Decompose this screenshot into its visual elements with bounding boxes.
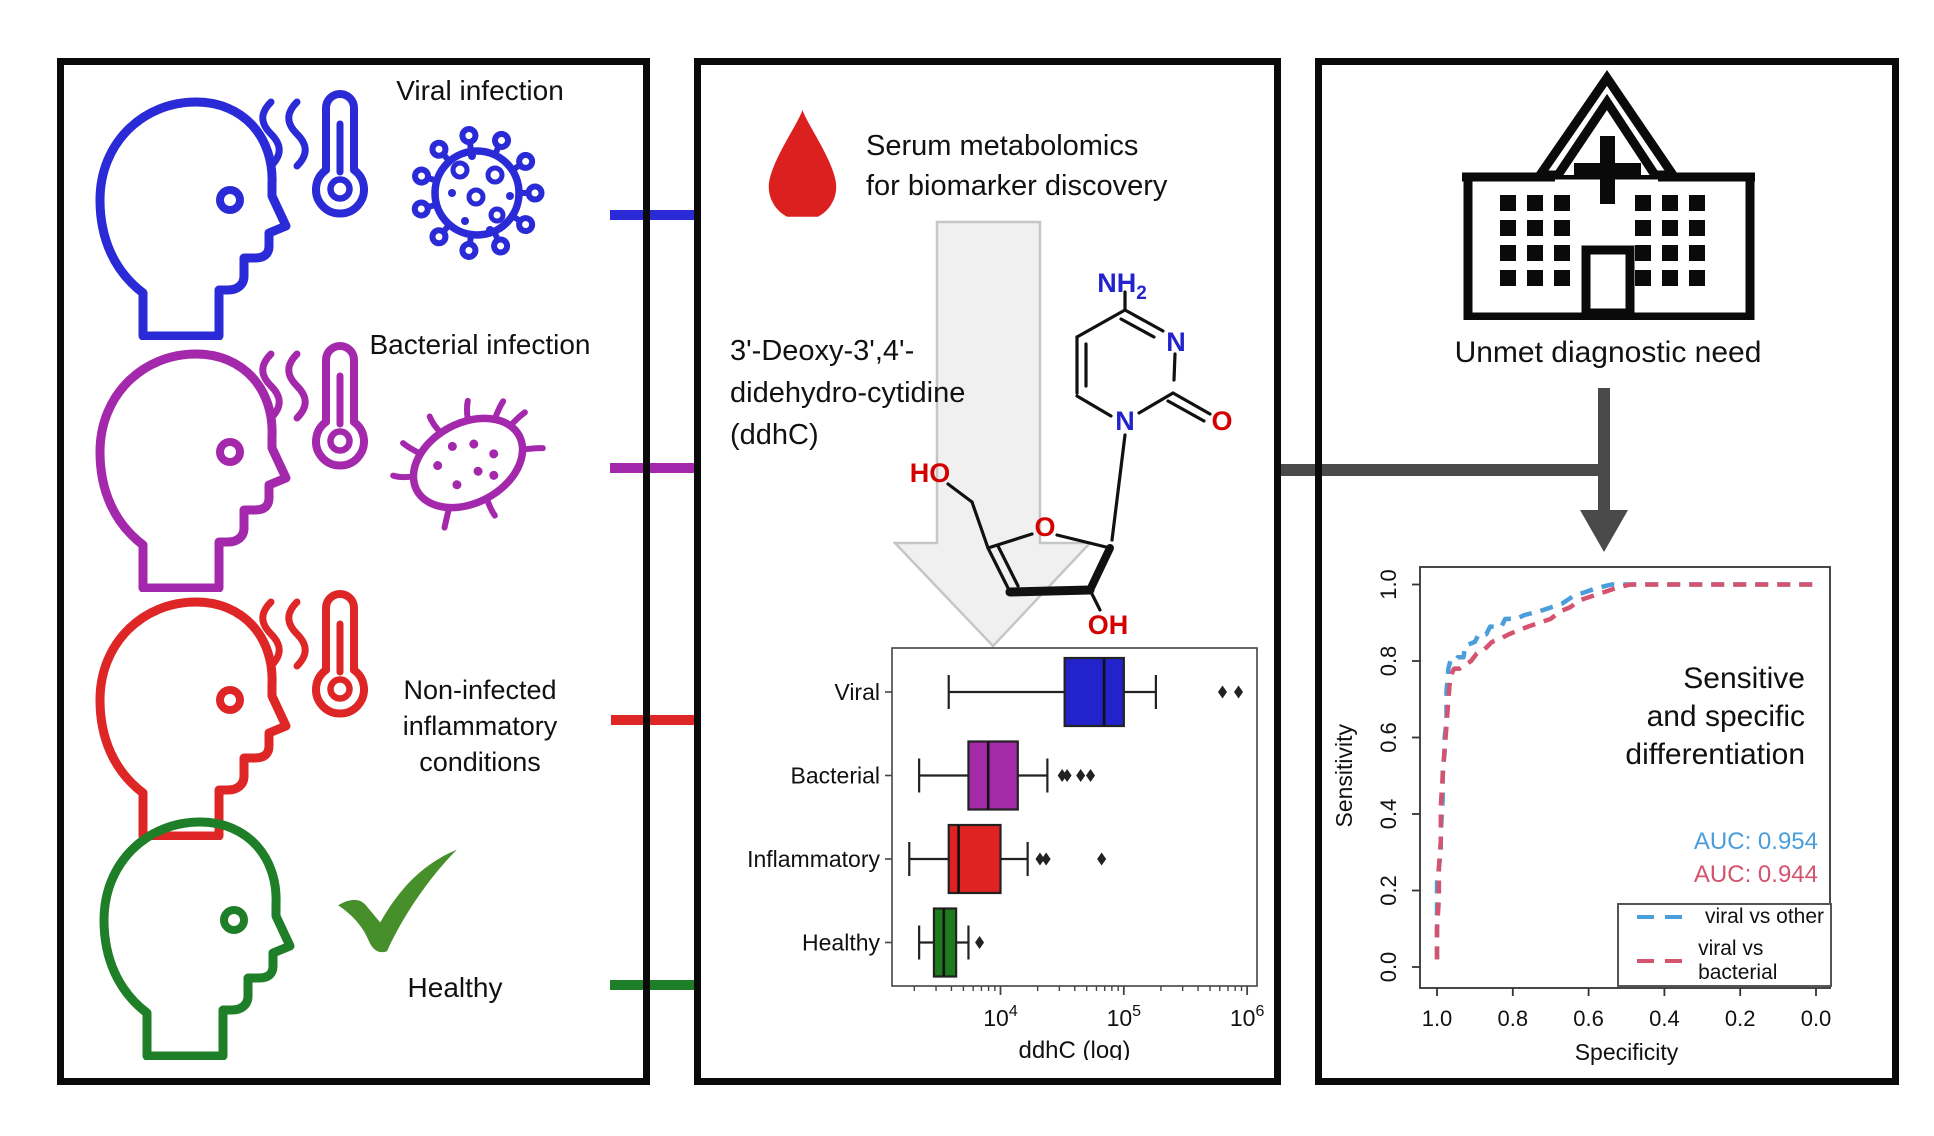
atom-ho: HO	[910, 458, 951, 488]
svg-text:0.8: 0.8	[1498, 1006, 1529, 1031]
svg-text:Bacterial: Bacterial	[791, 763, 880, 789]
inflammatory-label: Non-infected inflammatory conditions	[330, 672, 630, 780]
svg-text:0.8: 0.8	[1376, 646, 1401, 677]
legend-row-viral-vs-bacterial: viral vs bacterial	[1635, 937, 1830, 985]
legend-label: viral vs other	[1705, 905, 1825, 928]
svg-text:Sensitivity: Sensitivity	[1331, 723, 1357, 827]
hospital-icon	[1462, 70, 1755, 320]
head-icon	[100, 102, 286, 336]
svg-text:0.6: 0.6	[1376, 722, 1401, 753]
svg-text:105: 105	[1107, 1003, 1142, 1031]
svg-text:0.4: 0.4	[1649, 1006, 1680, 1031]
atom-o-carbonyl: O	[1211, 406, 1232, 436]
svg-text:NH2: NH2	[1097, 268, 1147, 304]
hospital-cross-icon	[1574, 136, 1641, 204]
bacterial-infection-label: Bacterial infection	[369, 329, 591, 360]
atom-nh2: NH	[1097, 268, 1136, 298]
auc-value-viral-vs-bacterial: AUC: 0.944	[1693, 861, 1818, 888]
legend-label: viral vs bacterial	[1698, 937, 1778, 984]
atom-o-ring: O	[1034, 512, 1055, 542]
diagnostic-panel: Unmet diagnostic need 1.0 0.8 0.6 0.4 0.2 0.0…	[1315, 58, 1899, 1085]
connector-viral	[610, 210, 695, 220]
viral-infection-label: Viral infection	[396, 75, 564, 106]
patient-groups-panel: Viral infection Bacterial infection Non-…	[57, 58, 650, 1085]
svg-text:Healthy: Healthy	[802, 930, 880, 956]
bacterium-icon	[378, 383, 558, 543]
svg-text:0.4: 0.4	[1376, 799, 1401, 830]
head-icon	[104, 822, 290, 1056]
flow-arrow-to-roc	[1277, 388, 1628, 552]
svg-text:0.2: 0.2	[1725, 1006, 1756, 1031]
head-fever-icon-bacterial	[88, 340, 368, 592]
legend-line-sample	[1637, 915, 1689, 919]
connector-healthy	[610, 980, 695, 990]
ddhc-structure: NH2 N N O O HO OH	[910, 268, 1233, 640]
result-text-line1: Sensitive	[1683, 662, 1805, 695]
connector-inflammatory	[611, 715, 696, 725]
result-text-line2: and specific	[1646, 700, 1805, 733]
auc-value-viral-vs-other: AUC: 0.954	[1693, 828, 1818, 855]
head-fever-icon-inflammatory	[88, 588, 368, 840]
hospital-windows	[1500, 195, 1705, 286]
unmet-need-label: Unmet diagnostic need	[1454, 336, 1762, 369]
healthy-label: Healthy	[407, 972, 503, 1003]
molecule-name-line2: didehydro-cytidine	[730, 377, 966, 409]
atom-oh: OH	[1088, 610, 1129, 640]
panel-title: Serum metabolomics for biomarker discove…	[866, 126, 1266, 206]
checkmark-icon	[330, 842, 465, 957]
svg-text:Inflammatory: Inflammatory	[747, 846, 880, 872]
head-fever-icon-viral	[88, 88, 368, 340]
ddhc-boxplot: 104 105 106 ddhC (log) Viral Bacterial Inflamm…	[747, 647, 1265, 1060]
panel-title-line1: Serum metabolomics	[866, 130, 1139, 162]
atom-nh2-sub: 2	[1136, 283, 1147, 304]
panel-title-line2: for biomarker discovery	[866, 170, 1168, 202]
atom-n-right: N	[1166, 327, 1186, 357]
thermometer-icon	[263, 94, 364, 213]
inflammatory-label-line2: inflammatory	[402, 711, 558, 741]
svg-text:1.0: 1.0	[1422, 1006, 1453, 1031]
roc-legend: viral vs other viral vs bacterial	[1617, 903, 1832, 987]
biomarker-discovery-panel: Serum metabolomics for biomarker discove…	[694, 58, 1281, 1085]
molecule-name-line3: (ddhC)	[730, 419, 819, 451]
head-icon	[100, 602, 286, 836]
result-text-line3: differentiation	[1625, 738, 1805, 771]
svg-text:0.6: 0.6	[1573, 1006, 1604, 1031]
result-text: Sensitive and specific differentiation	[1530, 660, 1805, 774]
molecule-name: 3'-Deoxy-3',4'- didehydro-cytidine (ddhC…	[730, 330, 1040, 456]
svg-text:0.0: 0.0	[1801, 1006, 1832, 1031]
molecule-name-line1: 3'-Deoxy-3',4'-	[730, 335, 915, 367]
atom-n-bottom: N	[1115, 406, 1135, 436]
svg-text:Viral: Viral	[834, 679, 880, 705]
inflammatory-label-line3: conditions	[419, 747, 541, 777]
legend-row-viral-vs-other: viral vs other	[1635, 905, 1830, 929]
inflammatory-label-line1: Non-infected	[403, 675, 557, 705]
svg-text:1.0: 1.0	[1376, 569, 1401, 600]
blood-drop-icon	[765, 103, 840, 218]
connector-bacterial	[610, 463, 695, 473]
roc-plot: 1.0 0.8 0.6 0.4 0.2 0.0 0.0 0.2 0.4 0.6 0.8 1.0 Spec…	[1331, 566, 1832, 1065]
virus-icon	[402, 118, 552, 268]
svg-text:ddhC (log): ddhC (log)	[1018, 1037, 1130, 1060]
svg-text:106: 106	[1230, 1003, 1265, 1031]
svg-text:104: 104	[983, 1003, 1018, 1031]
svg-text:0.2: 0.2	[1376, 875, 1401, 906]
svg-text:0.0: 0.0	[1376, 952, 1401, 983]
thermometer-icon	[263, 346, 364, 465]
svg-text:Specificity: Specificity	[1575, 1039, 1679, 1065]
head-icon	[100, 354, 286, 588]
legend-line-sample	[1637, 959, 1685, 963]
